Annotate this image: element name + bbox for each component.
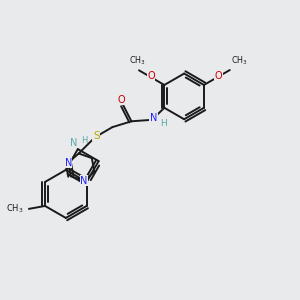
Text: N: N bbox=[150, 113, 157, 123]
Text: H: H bbox=[81, 136, 88, 145]
Text: CH$_3$: CH$_3$ bbox=[231, 55, 248, 67]
Text: CH$_3$: CH$_3$ bbox=[129, 55, 146, 68]
Text: S: S bbox=[93, 131, 100, 141]
Text: N: N bbox=[80, 176, 88, 186]
Text: O: O bbox=[147, 71, 155, 81]
Text: N: N bbox=[70, 138, 77, 148]
Text: N: N bbox=[64, 158, 72, 168]
Text: H: H bbox=[160, 119, 167, 128]
Text: O: O bbox=[215, 71, 222, 81]
Text: O: O bbox=[118, 95, 126, 105]
Text: CH$_3$: CH$_3$ bbox=[6, 202, 24, 215]
